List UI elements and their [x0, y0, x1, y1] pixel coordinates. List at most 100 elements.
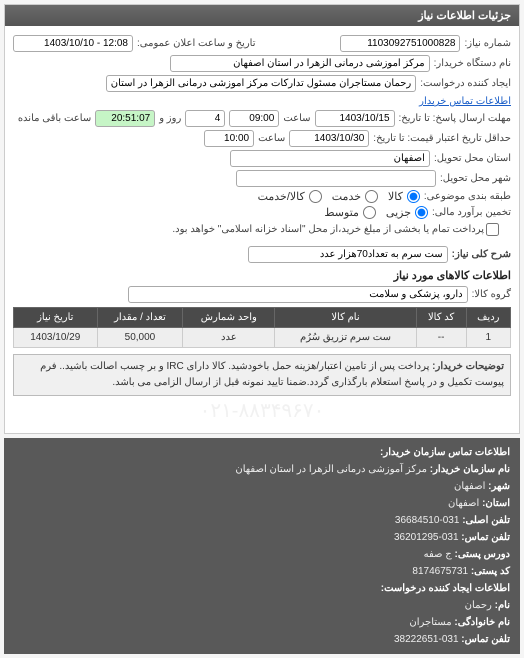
row-need-title: شرح کلی نیاز: [13, 246, 511, 263]
valid-time-input[interactable] [204, 130, 254, 147]
footer-tel2: 031-36201295 [394, 532, 459, 543]
footer-name: رحمان [465, 600, 492, 611]
footer-pbox-label: دورس پستی: [455, 549, 510, 560]
req-no-input[interactable] [340, 35, 460, 52]
footer-postal: 8174675731 [412, 566, 468, 577]
row-deadline: مهلت ارسال پاسخ: تا تاریخ: ساعت روز و سا… [13, 110, 511, 127]
vol-medium-text: متوسط [324, 206, 359, 219]
footer-province: اصفهان [448, 498, 479, 509]
vol-medium-input[interactable] [363, 206, 376, 219]
pay-checkbox[interactable] [486, 223, 499, 236]
panel-header: جزئیات اطلاعات نیاز [5, 5, 519, 26]
th-name: نام کالا [275, 308, 416, 328]
cell-row: 1 [466, 328, 510, 348]
footer-tel2-label: تلفن تماس: [461, 532, 510, 543]
need-title-label: شرح کلی نیاز: [452, 249, 511, 260]
creator-label: ایجاد کننده درخواست: [420, 78, 511, 89]
row-creator: ایجاد کننده درخواست: اطلاعات تماس خریدار [13, 75, 511, 107]
deadline-remain-input[interactable] [95, 110, 155, 127]
row-valid: حداقل تاریخ اعتبار قیمت: تا تاریخ: ساعت [13, 130, 511, 147]
cat-service-input[interactable] [365, 190, 378, 203]
row-province: استان محل تحویل: [13, 150, 511, 167]
footer-org: مرکز آموزشی درمانی الزهرا در استان اصفها… [235, 464, 427, 475]
row-req-no: شماره نیاز: تاریخ و ساعت اعلان عمومی: [13, 35, 511, 52]
footer-creator-heading: اطلاعات ایجاد کننده درخواست: [381, 583, 510, 594]
row-category: طبقه بندی موضوعی: کالا خدمت کالا/خدمت [13, 190, 511, 203]
deadline-days-label: روز و [159, 113, 181, 124]
volume-label: تخمین برآورد مالی: [432, 207, 511, 218]
row-city: شهر محل تحویل: [13, 170, 511, 187]
deadline-date-input[interactable] [315, 110, 395, 127]
deadline-label: مهلت ارسال پاسخ: تا تاریخ: [399, 113, 511, 124]
footer-pbox: ج صفه [424, 549, 452, 560]
vol-partial-radio[interactable]: جزیی [386, 206, 428, 219]
deadline-time-input[interactable] [229, 110, 279, 127]
vol-partial-text: جزیی [386, 206, 411, 219]
vol-medium-radio[interactable]: متوسط [324, 206, 376, 219]
footer-city-label: شهر: [488, 481, 510, 492]
footer-ctel-label: تلفن تماس: [461, 634, 510, 645]
goods-section-title: اطلاعات کالاهای مورد نیاز [13, 269, 511, 282]
footer-heading: اطلاعات تماس سازمان خریدار: [380, 447, 510, 458]
footer-lname-label: نام خانوادگی: [454, 617, 510, 628]
pub-time-input[interactable] [13, 35, 133, 52]
phone-watermark: ۰۲۱-۸۸۳۴۹۶۷۰ [13, 398, 511, 423]
th-qty: تعداد / مقدار [97, 308, 183, 328]
panel-body: شماره نیاز: تاریخ و ساعت اعلان عمومی: نا… [5, 26, 519, 433]
footer-name-label: نام: [495, 600, 510, 611]
category-label: طبقه بندی موضوعی: [424, 191, 511, 202]
buyer-desc-box: توضیحات خریدار: پرداخت پس از تامین اعتبا… [13, 354, 511, 396]
goods-table-head: ردیف کد کالا نام کالا واحد شمارش تعداد /… [14, 308, 511, 328]
cell-qty: 50,000 [97, 328, 183, 348]
cat-goods-service-radio[interactable]: کالا/خدمت [258, 190, 322, 203]
pub-time-label: تاریخ و ساعت اعلان عمومی: [137, 38, 256, 49]
footer-lname: مستاجران [409, 617, 451, 628]
goods-table-header-row: ردیف کد کالا نام کالا واحد شمارش تعداد /… [14, 308, 511, 328]
valid-label: حداقل تاریخ اعتبار قیمت: تا تاریخ: [373, 133, 511, 144]
valid-time-label: ساعت [258, 133, 285, 144]
footer-postal-label: کد پستی: [471, 566, 510, 577]
footer-province-label: استان: [482, 498, 510, 509]
creator-input[interactable] [106, 75, 416, 92]
row-buyer: نام دستگاه خریدار: [13, 55, 511, 72]
creator-contact-link[interactable]: اطلاعات تماس خریدار [419, 96, 511, 107]
cell-date: 1403/10/29 [14, 328, 98, 348]
cat-goods-text: کالا [388, 190, 403, 203]
th-code: کد کالا [416, 308, 466, 328]
pay-label: پرداخت تمام یا بخشی از مبلغ خرید،از محل … [172, 224, 484, 235]
vol-partial-input[interactable] [415, 206, 428, 219]
need-title-input[interactable] [248, 246, 448, 263]
footer-org-label: نام سازمان خریدار: [430, 464, 510, 475]
buyer-input[interactable] [170, 55, 430, 72]
footer-tel1-label: تلفن اصلی: [462, 515, 510, 526]
req-no-label: شماره نیاز: [464, 38, 511, 49]
row-group: گروه کالا: [13, 286, 511, 303]
cat-goods-service-input[interactable] [309, 190, 322, 203]
valid-date-input[interactable] [289, 130, 369, 147]
footer-ctel: 031-38222651 [394, 634, 459, 645]
buyer-label: نام دستگاه خریدار: [434, 58, 511, 69]
deadline-remain-label: ساعت باقی مانده [18, 113, 91, 124]
footer-tel1: 031-36684510 [395, 515, 460, 526]
cat-service-text: خدمت [332, 190, 361, 203]
deadline-time-label: ساعت [283, 113, 310, 124]
group-input[interactable] [128, 286, 468, 303]
deadline-days-input[interactable] [185, 110, 225, 127]
cat-service-radio[interactable]: خدمت [332, 190, 378, 203]
desc-label: توضیحات خریدار: [432, 361, 504, 372]
cell-name: ست سرم تزریق سُرُم [275, 328, 416, 348]
th-row: ردیف [466, 308, 510, 328]
province-label: استان محل تحویل: [434, 153, 511, 164]
cat-goods-input[interactable] [407, 190, 420, 203]
cat-goods-service-text: کالا/خدمت [258, 190, 305, 203]
table-row[interactable]: 1 -- ست سرم تزریق سُرُم عدد 50,000 1403/… [14, 328, 511, 348]
city-input[interactable] [236, 170, 436, 187]
need-details-panel: جزئیات اطلاعات نیاز شماره نیاز: تاریخ و … [4, 4, 520, 434]
goods-table: ردیف کد کالا نام کالا واحد شمارش تعداد /… [13, 307, 511, 348]
th-date: تاریخ نیاز [14, 308, 98, 328]
pay-checkbox-group[interactable]: پرداخت تمام یا بخشی از مبلغ خرید،از محل … [172, 223, 499, 236]
cell-unit: عدد [183, 328, 275, 348]
province-input[interactable] [230, 150, 430, 167]
cat-goods-radio[interactable]: کالا [388, 190, 420, 203]
footer-city: اصفهان [454, 481, 485, 492]
